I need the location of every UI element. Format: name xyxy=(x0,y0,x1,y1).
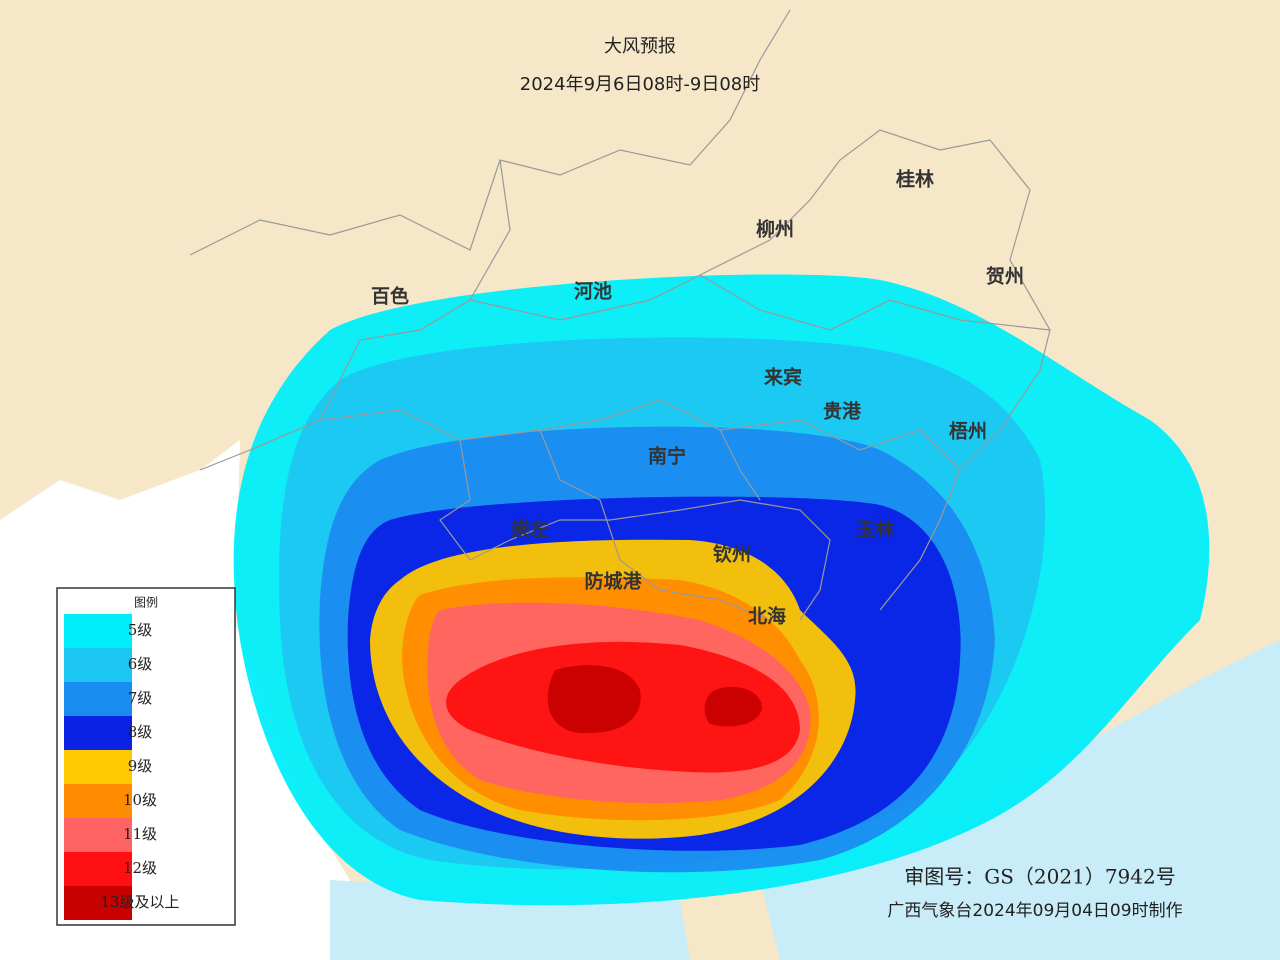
city-label: 南宁 xyxy=(648,445,686,468)
wind-zone xyxy=(547,665,762,734)
city-label: 柳州 xyxy=(756,218,794,241)
city-label: 北海 xyxy=(748,605,786,628)
approval-number: 审图号：GS（2021）7942号 xyxy=(904,865,1175,889)
legend-swatch xyxy=(64,784,132,818)
legend-label: 8级 xyxy=(128,723,153,741)
city-label: 来宾 xyxy=(764,366,802,389)
credit: 广西气象台2024年09月04日09时制作 xyxy=(887,901,1182,921)
city-label: 钦州 xyxy=(713,543,751,566)
city-label: 贺州 xyxy=(985,265,1024,288)
city-label: 河池 xyxy=(574,280,612,303)
city-label: 防城港 xyxy=(584,570,642,593)
city-label: 梧州 xyxy=(949,420,987,443)
city-label: 桂林 xyxy=(895,168,934,191)
island xyxy=(680,880,780,960)
legend-swatch xyxy=(64,886,132,920)
legend-label: 10级 xyxy=(123,791,157,809)
legend-swatch xyxy=(64,750,132,784)
sea xyxy=(330,640,1280,960)
legend-swatch xyxy=(64,648,132,682)
legend-swatch xyxy=(64,682,132,716)
city-label: 贵港 xyxy=(823,401,862,423)
legend: 图例 5级 6级 7级 8级 9级 10级 11级 12级 13级及以上 xyxy=(56,587,236,926)
legend-label: 13级及以上 xyxy=(100,893,179,911)
map-subtitle: 2024年9月6日08时-9日08时 xyxy=(520,74,760,95)
legend-label: 11级 xyxy=(123,825,157,843)
legend-swatch xyxy=(64,852,132,886)
map-title: 大风预报 xyxy=(604,36,676,57)
legend-swatch xyxy=(64,614,132,648)
boundaries xyxy=(189,9,1051,621)
legend-label: 9级 xyxy=(128,757,153,775)
legend-title: 图例 xyxy=(134,596,158,610)
city-label: 百色 xyxy=(371,285,409,308)
wind-zones xyxy=(233,274,1210,906)
legend-label: 7级 xyxy=(128,689,153,707)
city-label: 崇左 xyxy=(511,518,549,541)
legend-label: 12级 xyxy=(123,859,157,877)
city-label: 玉林 xyxy=(856,518,894,541)
legend-label: 6级 xyxy=(128,655,153,673)
legend-label: 5级 xyxy=(128,621,153,639)
legend-swatch xyxy=(64,818,132,852)
legend-swatch xyxy=(64,716,132,750)
